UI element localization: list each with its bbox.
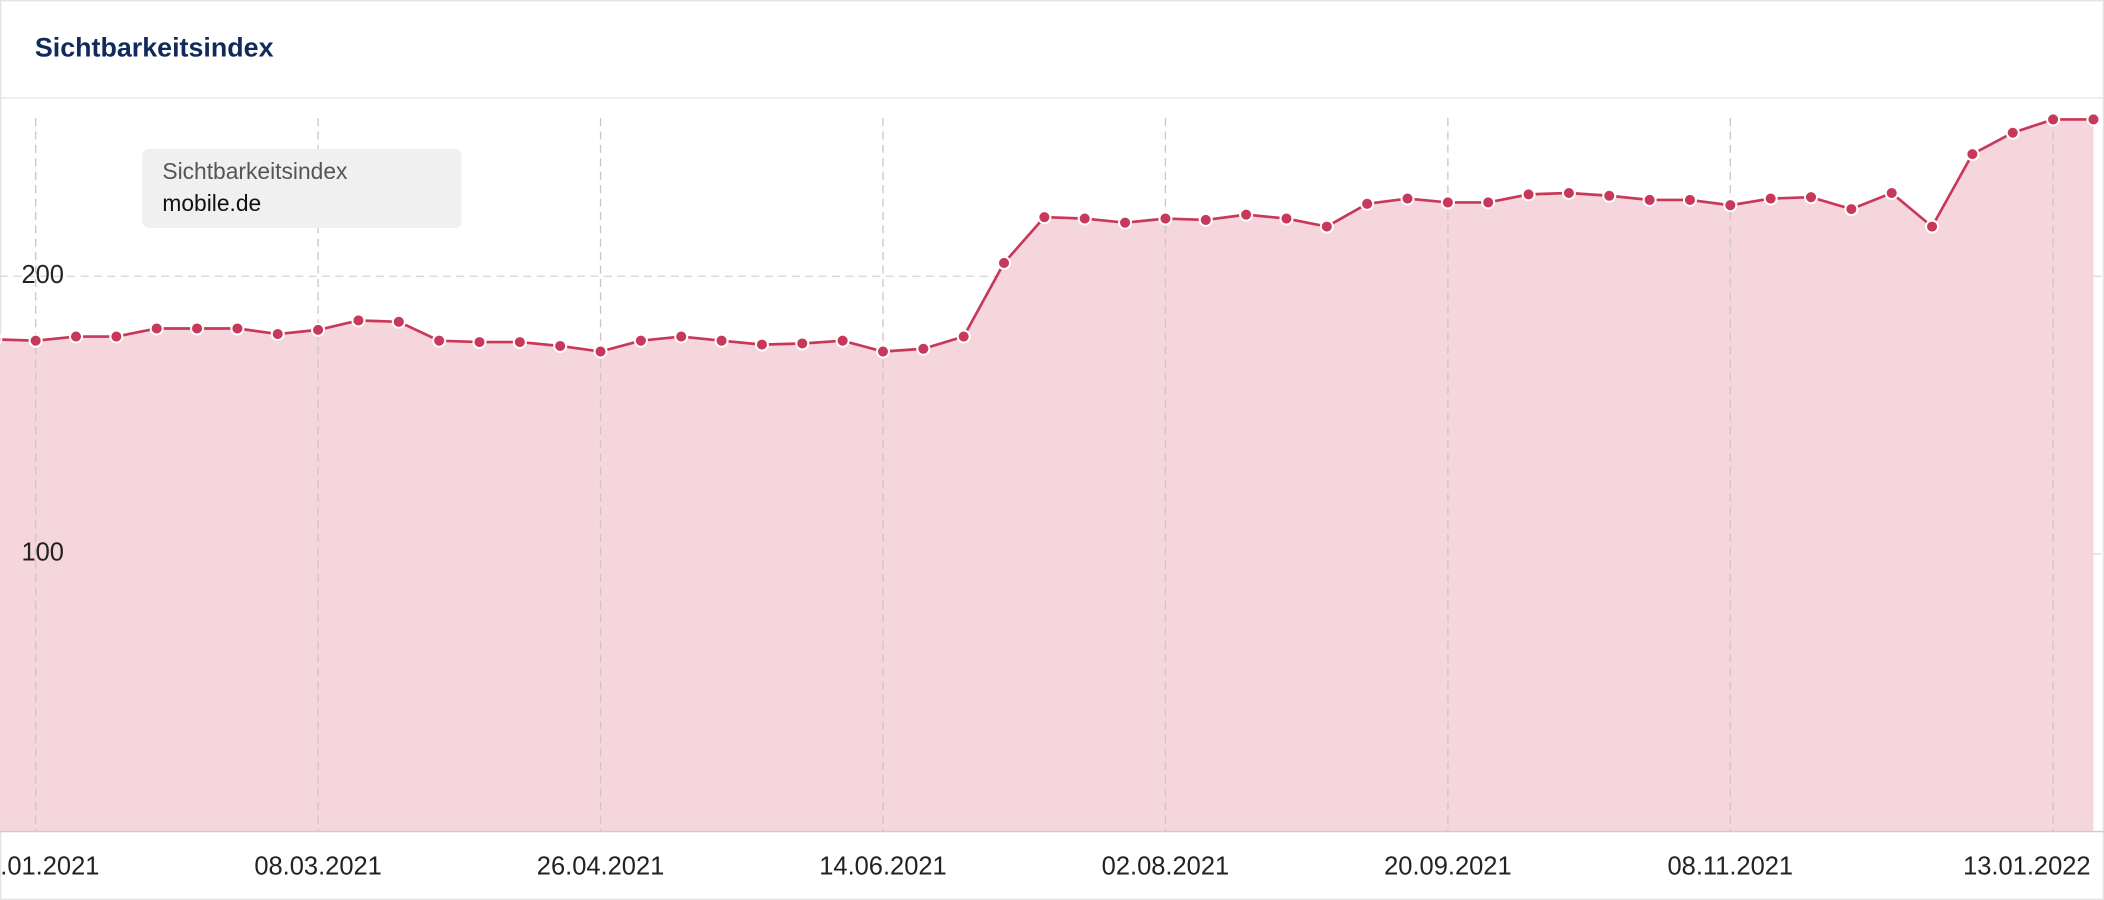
point [875,344,891,359]
point [593,344,608,359]
point [1925,219,1940,234]
point [0,334,3,345]
point [996,255,1012,271]
point [311,322,326,337]
x-tick-label: 08.11.2021 [1668,853,1794,881]
point [28,333,43,348]
legend-title: Sichtbarkeitsindex [162,158,348,184]
x-tick-label: 02.08.2021 [1102,853,1229,881]
point [1118,215,1133,230]
point [1884,185,1899,201]
y-tick-label: 200 [21,261,64,289]
point [351,313,366,328]
point [391,314,406,329]
plot: 18.01.2021 08.03.2021 26.04.2021 14.06.2021… [0,112,2104,881]
point [553,338,568,354]
point [633,333,648,348]
point [190,321,205,336]
point [1763,191,1778,206]
point [1400,191,1415,206]
x-tick-label: 26.04.2021 [537,853,664,881]
point [1440,195,1455,210]
point [714,333,729,348]
point [1481,195,1496,210]
point [1561,185,1576,201]
point [674,329,689,344]
point [68,329,84,344]
point [1642,192,1657,207]
legend: Sichtbarkeitsindex mobile.de [142,148,462,229]
point [956,329,971,344]
point [1844,202,1859,217]
point [2046,112,2061,127]
point [1602,188,1617,203]
point [2086,112,2101,127]
point [1319,219,1334,234]
point [1803,190,1819,205]
point [270,327,285,342]
point [1965,147,1980,162]
point [1682,192,1698,207]
point [754,337,769,352]
point [230,321,245,336]
area [0,119,2094,832]
point [472,335,487,350]
y-tick-label: 100 [21,539,64,567]
x-tick-label: 14.06.2021 [819,853,946,881]
point [432,333,447,348]
x-tick-label: 13.01.2022 [1963,853,2090,881]
point [512,335,527,350]
point [2005,125,2020,140]
point [835,333,850,348]
point [1723,198,1738,213]
point [1521,187,1536,202]
point [1037,210,1052,225]
point [1360,196,1375,211]
point [1279,211,1294,226]
point [149,321,164,336]
point [795,336,810,351]
legend-entry: mobile.de [162,190,261,216]
point [1077,211,1092,226]
point [1239,207,1254,222]
point [916,341,931,356]
point [1158,211,1173,226]
point [1198,212,1213,227]
x-tick-label: 18.01.2021 [0,853,99,881]
x-tick-label: 08.03.2021 [254,853,381,881]
chart-title: Sichtbarkeitsindex [35,33,274,63]
point [109,329,124,344]
legend-box [142,148,462,229]
x-tick-label: 20.09.2021 [1384,853,1511,881]
